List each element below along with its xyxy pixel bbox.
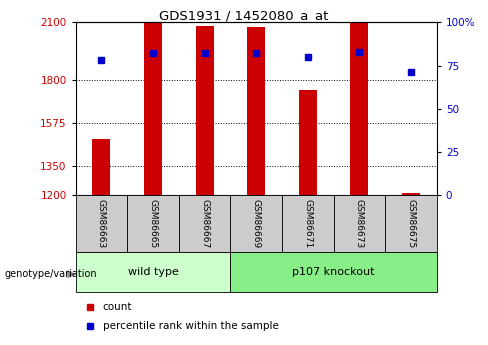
Text: GSM86671: GSM86671 bbox=[303, 199, 312, 248]
Bar bbox=[196, 26, 214, 195]
Polygon shape bbox=[67, 270, 76, 278]
Bar bbox=[179, 195, 230, 252]
Text: GSM86669: GSM86669 bbox=[252, 199, 261, 248]
Bar bbox=[127, 195, 179, 252]
Bar bbox=[402, 193, 420, 195]
Text: count: count bbox=[103, 302, 132, 312]
Text: GSM86663: GSM86663 bbox=[97, 199, 106, 248]
Text: p107 knockout: p107 knockout bbox=[292, 267, 375, 277]
Text: percentile rank within the sample: percentile rank within the sample bbox=[103, 321, 279, 331]
Text: genotype/variation: genotype/variation bbox=[5, 269, 98, 279]
Bar bbox=[299, 90, 317, 195]
Bar bbox=[230, 195, 282, 252]
Text: GSM86675: GSM86675 bbox=[407, 199, 415, 248]
Text: GSM86667: GSM86667 bbox=[200, 199, 209, 248]
Bar bbox=[144, 23, 162, 195]
Bar bbox=[76, 252, 230, 292]
Bar bbox=[350, 23, 368, 195]
Text: GSM86665: GSM86665 bbox=[148, 199, 158, 248]
Text: wild type: wild type bbox=[127, 267, 179, 277]
Text: GSM86673: GSM86673 bbox=[355, 199, 364, 248]
Bar bbox=[282, 195, 334, 252]
Text: GDS1931 / 1452080_a_at: GDS1931 / 1452080_a_at bbox=[159, 9, 329, 22]
Bar bbox=[76, 195, 127, 252]
Bar bbox=[385, 195, 437, 252]
Bar bbox=[247, 27, 265, 195]
Bar bbox=[230, 252, 437, 292]
Bar bbox=[334, 195, 385, 252]
Bar bbox=[92, 139, 110, 195]
